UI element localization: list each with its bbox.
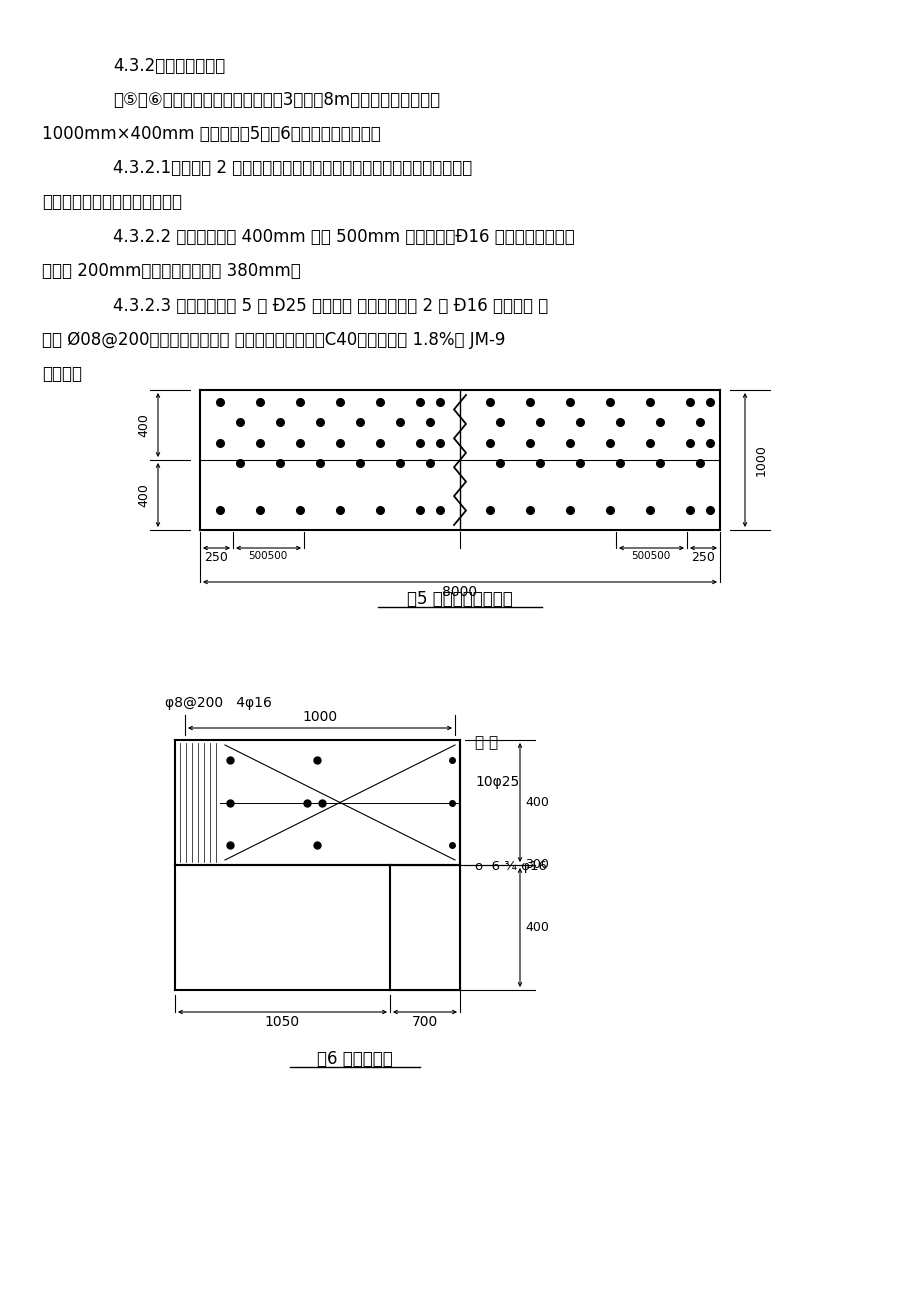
Text: 400: 400 xyxy=(137,413,150,437)
Text: 300: 300 xyxy=(525,858,549,871)
Text: φ8@200   4φ16: φ8@200 4φ16 xyxy=(165,697,272,710)
Text: 图6 叠梁剪面图: 图6 叠梁剪面图 xyxy=(317,1049,392,1068)
Text: 700: 700 xyxy=(412,1016,437,1029)
Text: 400: 400 xyxy=(525,921,549,934)
Text: 早强剂。: 早强剂。 xyxy=(42,365,82,383)
Text: 1000: 1000 xyxy=(754,444,767,477)
Text: 8000: 8000 xyxy=(442,585,477,599)
Text: 1000: 1000 xyxy=(302,710,337,724)
Text: 砌凿开，到露出顶面笼筋为止；: 砌凿开，到露出顶面笼筋为止； xyxy=(42,193,182,211)
Text: 筋为 Ø08@200，与原冠梁筋焊接 叠合梁砌强度等级为C40，砌中掺加 1.8%的 JM-9: 筋为 Ø08@200，与原冠梁筋焊接 叠合梁砌强度等级为C40，砌中掺加 1.8… xyxy=(42,331,505,349)
Text: ο  6 ¾ φ16: ο 6 ¾ φ16 xyxy=(474,861,546,874)
Text: 4.3.2.2 冠梁顶按排距 400mm 间距 500mm 梅花式植入Ð16 抗减钓筋，钓筋植: 4.3.2.2 冠梁顶按排距 400mm 间距 500mm 梅花式植入Ð16 抗… xyxy=(113,228,574,246)
Text: 10φ25: 10φ25 xyxy=(474,775,518,789)
Text: 250: 250 xyxy=(204,551,228,564)
Text: 图5 冠梁顶植筋排列图: 图5 冠梁顶植筋排列图 xyxy=(407,590,512,608)
Text: 400: 400 xyxy=(525,796,549,809)
Text: 入深度 200mm、外露冠梁面长度 380mm；: 入深度 200mm、外露冠梁面长度 380mm； xyxy=(42,262,301,280)
Text: 在⑤－⑥轴斜冠梁上断裂位置（见图3所示）8m长度范围增长截面为: 在⑤－⑥轴斜冠梁上断裂位置（见图3所示）8m长度范围增长截面为 xyxy=(113,91,439,109)
Text: 4.3.2.3 叠梁两侧各配 5 根 Ð25 纵向筋； 梁内上下各配 2 根 Ð16 纵向筋； 笼: 4.3.2.3 叠梁两侧各配 5 根 Ð25 纵向筋； 梁内上下各配 2 根 Ð… xyxy=(113,297,548,315)
Text: 1000mm×400mm 叠梁（见图5、图6），详细做法如下：: 1000mm×400mm 叠梁（见图5、图6），详细做法如下： xyxy=(42,125,380,143)
Text: 400: 400 xyxy=(137,483,150,506)
Text: 500500: 500500 xyxy=(630,551,670,561)
Text: 500500: 500500 xyxy=(248,551,288,561)
Text: 250: 250 xyxy=(690,551,714,564)
Text: 4.3.2.1将坑中坑 2 的承台砌浇到地下室底板底标高后来，把原冠梁顶表面: 4.3.2.1将坑中坑 2 的承台砌浇到地下室底板底标高后来，把原冠梁顶表面 xyxy=(113,159,471,177)
Text: 1050: 1050 xyxy=(265,1016,300,1029)
Text: 4.3.2断裂冠梁的加固: 4.3.2断裂冠梁的加固 xyxy=(113,57,225,76)
Text: 叠 梁: 叠 梁 xyxy=(474,736,497,750)
